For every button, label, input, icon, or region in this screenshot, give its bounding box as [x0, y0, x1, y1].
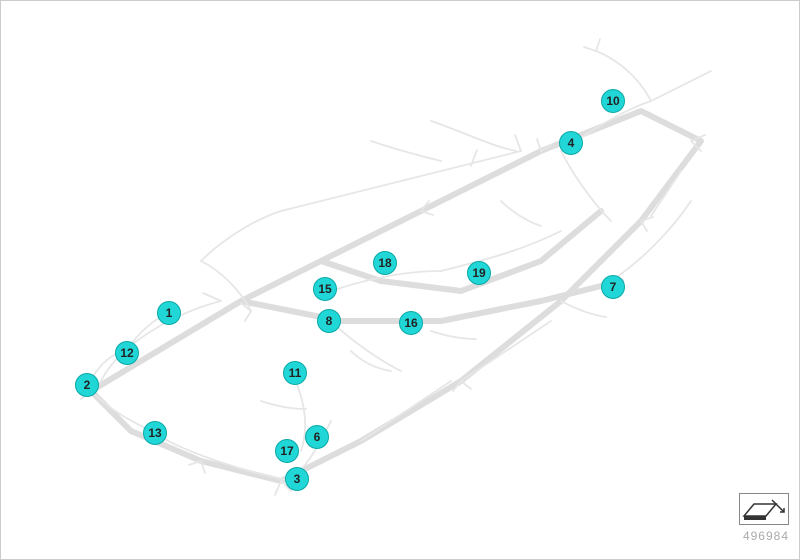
callout-marker-label: 12: [120, 347, 133, 359]
callout-marker-12[interactable]: 12: [115, 341, 139, 365]
callout-marker-2[interactable]: 2: [75, 373, 99, 397]
callout-marker-19[interactable]: 19: [467, 261, 491, 285]
diagram-canvas: 1234678101112131516171819 496984: [0, 0, 800, 560]
callout-marker-15[interactable]: 15: [313, 277, 337, 301]
part-id-label: 496984: [743, 529, 789, 543]
callout-marker-10[interactable]: 10: [601, 89, 625, 113]
callout-marker-17[interactable]: 17: [275, 439, 299, 463]
callout-marker-label: 19: [472, 267, 485, 279]
callout-marker-label: 2: [84, 379, 91, 391]
corner-icon-box: [739, 493, 789, 525]
callout-marker-3[interactable]: 3: [285, 467, 309, 491]
callout-marker-label: 10: [606, 95, 619, 107]
corner-icon-svg: [740, 494, 788, 524]
callout-marker-label: 15: [318, 283, 331, 295]
callout-marker-4[interactable]: 4: [559, 131, 583, 155]
callout-marker-16[interactable]: 16: [399, 311, 423, 335]
callout-marker-11[interactable]: 11: [283, 361, 307, 385]
callout-marker-label: 3: [294, 473, 301, 485]
callout-marker-label: 18: [378, 257, 391, 269]
callout-marker-label: 1: [166, 307, 173, 319]
callout-marker-label: 17: [280, 445, 293, 457]
callout-marker-label: 8: [326, 315, 333, 327]
callout-marker-label: 11: [289, 367, 302, 379]
callout-marker-1[interactable]: 1: [157, 301, 181, 325]
callout-marker-label: 6: [314, 431, 321, 443]
callout-marker-6[interactable]: 6: [305, 425, 329, 449]
callout-marker-18[interactable]: 18: [373, 251, 397, 275]
callout-marker-label: 7: [610, 281, 617, 293]
callout-marker-label: 4: [568, 137, 575, 149]
callout-marker-13[interactable]: 13: [143, 421, 167, 445]
callout-marker-7[interactable]: 7: [601, 275, 625, 299]
callout-marker-label: 13: [148, 427, 161, 439]
callout-marker-8[interactable]: 8: [317, 309, 341, 333]
wiring-svg: [1, 1, 800, 560]
callout-marker-label: 16: [404, 317, 417, 329]
